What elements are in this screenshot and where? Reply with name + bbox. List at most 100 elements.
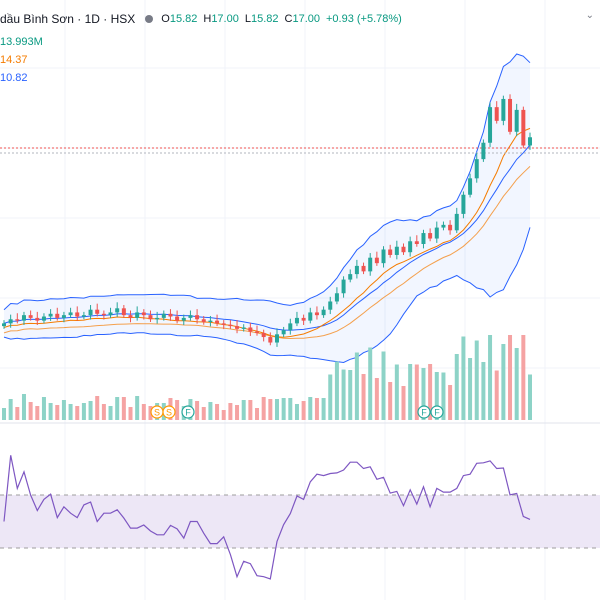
high-label: H [203,13,212,25]
volume-bar [294,404,299,420]
candle [128,315,133,318]
event-marker[interactable]: F [430,405,444,419]
bollinger-middle-band [3,144,531,331]
candle [308,312,313,321]
volume-bar [81,403,86,420]
event-marker-label: S [166,408,172,418]
candle [155,317,160,320]
candle [448,224,453,231]
candle [494,107,499,121]
candle [268,337,273,343]
ma2-legend-value[interactable]: 10.82 [0,72,28,84]
volume-bar [368,347,373,420]
candle [394,246,399,255]
candle [468,178,473,195]
candle [514,109,519,132]
event-marker[interactable]: S [150,405,164,419]
candle [274,334,279,343]
candle [108,312,113,316]
volume-bar [2,408,6,420]
candle [161,313,166,318]
candle [341,279,346,294]
volume-bar [121,397,126,420]
candle [388,249,393,255]
volume-bar [434,372,439,420]
volume-bar [235,405,240,420]
volume-bar [388,382,393,420]
volume-bar [328,374,333,420]
volume-bar [195,401,200,420]
candle [208,320,213,322]
volume-bar [374,378,379,420]
event-marker[interactable]: F [417,405,431,419]
candle [408,241,413,253]
candle [261,332,266,338]
candle [28,315,33,318]
volume-bar [454,354,459,420]
volume-bar [41,397,46,420]
candle [68,312,73,316]
volume-bar [408,364,413,420]
volume-bar [8,399,13,420]
candle [95,309,100,314]
symbol-label[interactable]: dầu Bình Sơn · 1D · HSX [0,12,136,26]
volume-legend-value[interactable]: 13.993M [0,36,43,48]
volume-bar [448,385,453,420]
candle [215,320,220,324]
volume-bar [521,335,526,420]
candle [428,233,433,239]
symbol-legend: dầu Bình Sơn · 1D · HSX O15.82 H17.00 L1… [0,10,402,28]
candle [454,213,459,231]
candle [461,194,466,214]
candle [421,233,426,244]
ma1-legend-value[interactable]: 14.37 [0,54,28,66]
moving-average-orange-2 [3,166,531,340]
event-marker[interactable]: F [181,405,195,419]
candle [8,319,13,324]
event-marker-circle [162,405,176,419]
candle [521,109,526,146]
candle [374,257,379,264]
candle [368,257,373,272]
volume-bar [208,402,213,420]
volume-bar [488,335,493,420]
rsi-line [3,455,531,580]
volume-bar [421,368,426,420]
candle [255,331,260,333]
volume-bar [261,397,266,420]
candle [21,315,26,321]
candles [2,94,532,347]
volume-bar [68,404,73,420]
candle [235,326,240,329]
event-marker[interactable]: S [162,405,176,419]
event-marker-label: S [154,408,160,418]
candle [201,319,206,322]
candle [2,323,6,327]
volume-bar [474,340,479,420]
volume-bar [35,406,40,420]
candle [228,324,233,327]
candle [61,315,66,318]
volume-bar [221,410,226,420]
low-label: L [244,13,251,25]
candle [168,313,173,317]
candle [381,249,386,264]
candle [48,313,53,317]
high-value: 17.00 [211,13,239,25]
candle [441,224,446,228]
candle [334,293,339,302]
candle [354,265,359,275]
volume-bar [494,370,499,420]
volume-bar [288,398,293,420]
volume-bar [135,396,140,420]
candle [501,98,506,121]
close-value: 17.00 [292,13,320,25]
candle [248,327,253,332]
more-icon[interactable]: ⌄ [585,10,594,21]
moving-average-orange [3,127,531,338]
candle [241,327,246,329]
volume-bar [341,369,346,420]
volume-bar [354,352,359,420]
